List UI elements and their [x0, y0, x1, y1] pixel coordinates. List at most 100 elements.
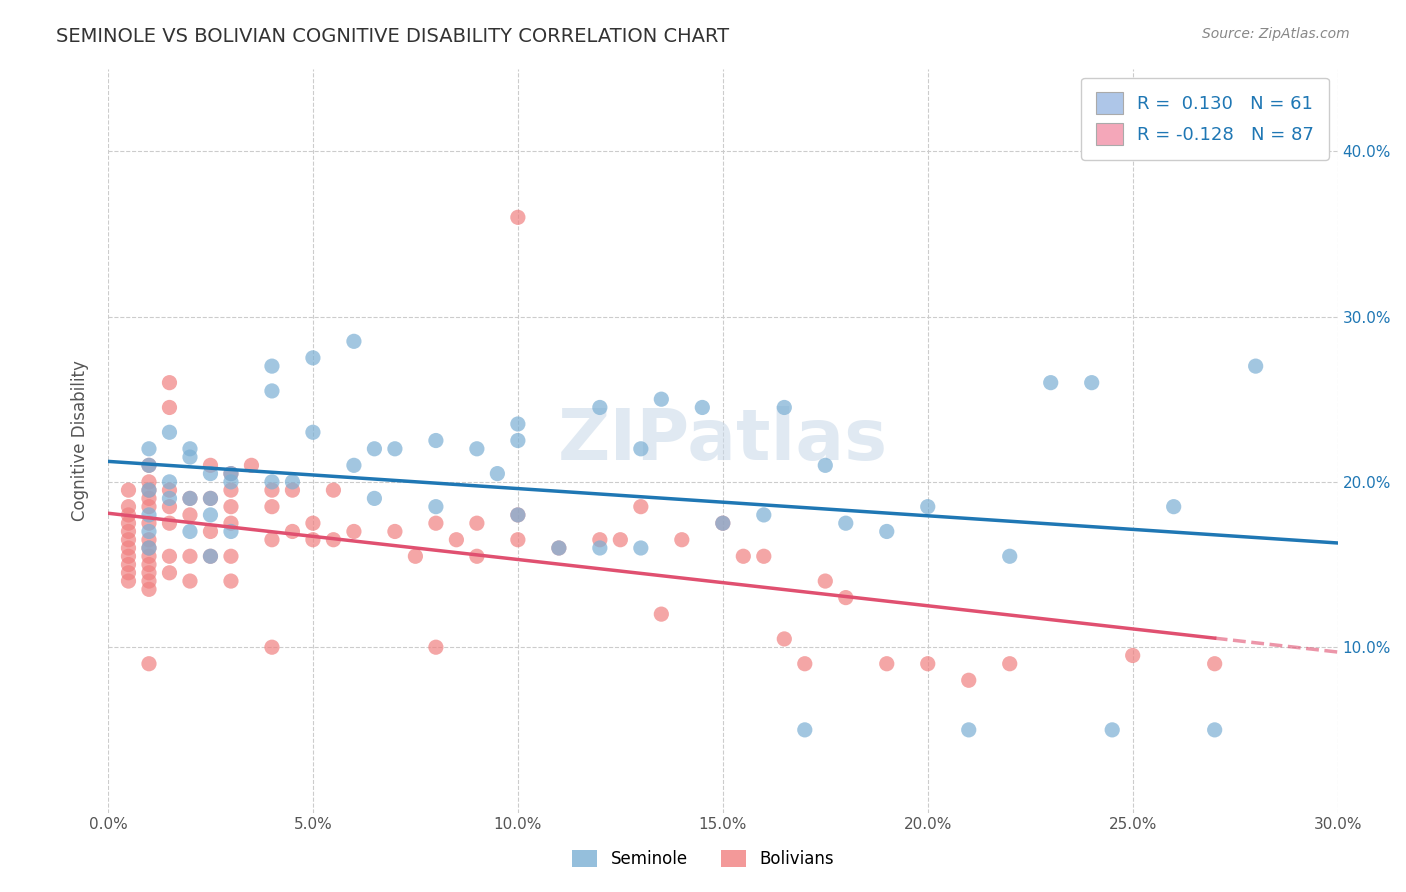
Bolivians: [773, 632, 796, 646]
Bolivians: [138, 566, 160, 580]
Bolivians: [159, 500, 181, 514]
Bolivians: [138, 558, 160, 572]
Seminole: [506, 434, 529, 448]
Bolivians: [117, 574, 139, 588]
Seminole: [138, 442, 160, 456]
Text: ZIPatlas: ZIPatlas: [558, 406, 887, 475]
Bolivians: [219, 516, 242, 531]
Bolivians: [200, 549, 222, 564]
Seminole: [138, 541, 160, 555]
Bolivians: [302, 516, 325, 531]
Bolivians: [200, 524, 222, 539]
Seminole: [363, 491, 385, 506]
Bolivians: [159, 516, 181, 531]
Seminole: [465, 442, 488, 456]
Seminole: [773, 401, 796, 415]
Seminole: [138, 458, 160, 473]
Seminole: [957, 723, 980, 737]
Bolivians: [711, 516, 734, 531]
Seminole: [179, 442, 201, 456]
Bolivians: [957, 673, 980, 688]
Bolivians: [650, 607, 672, 621]
Seminole: [138, 508, 160, 522]
Seminole: [138, 483, 160, 497]
Seminole: [1101, 723, 1123, 737]
Seminole: [547, 541, 569, 555]
Seminole: [260, 384, 283, 398]
Seminole: [200, 508, 222, 522]
Seminole: [159, 475, 181, 489]
Seminole: [630, 541, 652, 555]
Bolivians: [506, 533, 529, 547]
Y-axis label: Cognitive Disability: Cognitive Disability: [72, 360, 89, 521]
Seminole: [302, 425, 325, 440]
Seminole: [589, 541, 612, 555]
Seminole: [200, 467, 222, 481]
Bolivians: [793, 657, 815, 671]
Seminole: [343, 334, 366, 349]
Bolivians: [219, 467, 242, 481]
Bolivians: [117, 533, 139, 547]
Bolivians: [733, 549, 755, 564]
Seminole: [1163, 500, 1185, 514]
Seminole: [138, 524, 160, 539]
Seminole: [506, 508, 529, 522]
Bolivians: [630, 500, 652, 514]
Bolivians: [117, 558, 139, 572]
Bolivians: [506, 508, 529, 522]
Seminole: [1080, 376, 1102, 390]
Bolivians: [159, 376, 181, 390]
Bolivians: [1122, 648, 1144, 663]
Bolivians: [117, 483, 139, 497]
Seminole: [917, 500, 939, 514]
Seminole: [200, 549, 222, 564]
Bolivians: [1204, 657, 1226, 671]
Seminole: [835, 516, 858, 531]
Bolivians: [138, 516, 160, 531]
Bolivians: [343, 524, 366, 539]
Bolivians: [219, 574, 242, 588]
Seminole: [260, 475, 283, 489]
Bolivians: [117, 566, 139, 580]
Bolivians: [671, 533, 693, 547]
Bolivians: [159, 483, 181, 497]
Bolivians: [446, 533, 468, 547]
Seminole: [793, 723, 815, 737]
Bolivians: [179, 549, 201, 564]
Bolivians: [260, 533, 283, 547]
Bolivians: [117, 508, 139, 522]
Bolivians: [281, 483, 304, 497]
Bolivians: [219, 483, 242, 497]
Bolivians: [240, 458, 263, 473]
Bolivians: [917, 657, 939, 671]
Bolivians: [219, 500, 242, 514]
Bolivians: [200, 491, 222, 506]
Seminole: [260, 359, 283, 373]
Bolivians: [179, 491, 201, 506]
Bolivians: [384, 524, 406, 539]
Bolivians: [260, 483, 283, 497]
Bolivians: [117, 500, 139, 514]
Bolivians: [179, 574, 201, 588]
Bolivians: [302, 533, 325, 547]
Bolivians: [609, 533, 631, 547]
Bolivians: [138, 541, 160, 555]
Bolivians: [547, 541, 569, 555]
Bolivians: [835, 591, 858, 605]
Seminole: [998, 549, 1021, 564]
Seminole: [425, 500, 447, 514]
Seminole: [200, 491, 222, 506]
Seminole: [630, 442, 652, 456]
Bolivians: [138, 475, 160, 489]
Bolivians: [404, 549, 426, 564]
Legend: Seminole, Bolivians: Seminole, Bolivians: [565, 843, 841, 875]
Bolivians: [814, 574, 837, 588]
Bolivians: [138, 657, 160, 671]
Seminole: [159, 491, 181, 506]
Bolivians: [159, 549, 181, 564]
Seminole: [363, 442, 385, 456]
Bolivians: [876, 657, 898, 671]
Seminole: [179, 491, 201, 506]
Bolivians: [219, 549, 242, 564]
Bolivians: [425, 516, 447, 531]
